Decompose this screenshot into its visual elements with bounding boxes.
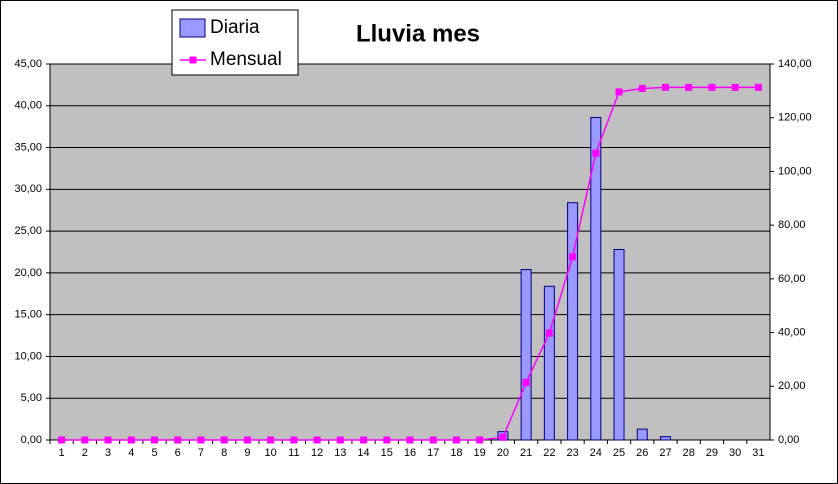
marker xyxy=(267,436,275,444)
marker xyxy=(243,436,251,444)
y2-tick-label: 60,00 xyxy=(778,273,806,285)
marker xyxy=(476,436,484,444)
marker xyxy=(452,436,460,444)
x-tick-label: 6 xyxy=(175,447,181,459)
marker xyxy=(174,436,182,444)
x-tick-label: 8 xyxy=(221,447,227,459)
x-tick-label: 22 xyxy=(543,447,555,459)
y2-tick-label: 80,00 xyxy=(778,219,806,231)
y-tick-label: 25,00 xyxy=(14,225,42,237)
x-tick-label: 11 xyxy=(288,447,299,459)
legend-swatch xyxy=(179,18,206,38)
y-tick-label: 30,00 xyxy=(14,183,42,195)
y-tick-label: 10,00 xyxy=(14,350,42,362)
x-tick-label: 14 xyxy=(357,447,369,459)
y2-tick-label: 0,00 xyxy=(778,434,799,446)
marker xyxy=(127,436,135,444)
y-tick-label: 45,00 xyxy=(14,58,42,70)
bar xyxy=(636,428,648,441)
x-tick-label: 25 xyxy=(613,447,625,459)
x-tick-label: 27 xyxy=(659,447,671,459)
marker xyxy=(336,436,344,444)
marker xyxy=(313,436,321,444)
x-tick-label: 21 xyxy=(520,447,532,459)
marker xyxy=(220,436,228,444)
y-tick-label: 20,00 xyxy=(14,267,42,279)
y-tick-label: 15,00 xyxy=(14,309,42,321)
y-tick-label: 5,00 xyxy=(21,392,42,404)
bar xyxy=(520,269,532,441)
x-tick-label: 17 xyxy=(427,447,439,459)
marker xyxy=(197,436,205,444)
marker xyxy=(522,379,530,387)
x-tick-label: 23 xyxy=(566,447,578,459)
legend-label: Diaria xyxy=(210,17,260,38)
x-tick-label: 3 xyxy=(105,447,111,459)
marker xyxy=(754,83,762,91)
bar xyxy=(590,116,602,441)
bar xyxy=(567,202,579,441)
x-tick-label: 7 xyxy=(198,447,204,459)
y-tick-label: 0,00 xyxy=(21,434,42,446)
marker xyxy=(661,83,669,91)
x-tick-label: 2 xyxy=(82,447,88,459)
marker xyxy=(429,436,437,444)
bar xyxy=(659,436,671,441)
x-tick-label: 16 xyxy=(404,447,416,459)
x-tick-label: 31 xyxy=(752,447,764,459)
x-tick-label: 24 xyxy=(590,447,602,459)
x-tick-label: 1 xyxy=(59,447,65,459)
bar xyxy=(543,285,555,441)
marker xyxy=(406,436,414,444)
marker xyxy=(290,436,298,444)
legend-marker xyxy=(189,56,197,64)
y2-tick-label: 40,00 xyxy=(778,326,806,338)
x-tick-label: 5 xyxy=(151,447,157,459)
x-tick-label: 29 xyxy=(706,447,718,459)
marker xyxy=(592,149,600,157)
marker xyxy=(708,83,716,91)
y-tick-label: 40,00 xyxy=(14,100,42,112)
chart-title: Lluvia mes xyxy=(356,20,480,47)
y2-tick-label: 140,00 xyxy=(778,58,812,70)
plot-area xyxy=(49,63,771,441)
marker xyxy=(545,329,553,337)
x-tick-label: 10 xyxy=(265,447,277,459)
x-tick-label: 18 xyxy=(450,447,462,459)
x-tick-label: 26 xyxy=(636,447,648,459)
marker xyxy=(569,253,577,261)
y-tick-label: 35,00 xyxy=(14,141,42,153)
x-tick-label: 20 xyxy=(497,447,509,459)
x-tick-label: 12 xyxy=(311,447,323,459)
y2-tick-label: 120,00 xyxy=(778,112,812,124)
marker xyxy=(615,88,623,96)
marker xyxy=(151,436,159,444)
x-tick-label: 19 xyxy=(474,447,486,459)
marker xyxy=(58,436,66,444)
x-tick-label: 15 xyxy=(381,447,393,459)
marker xyxy=(81,436,89,444)
marker xyxy=(383,436,391,444)
marker xyxy=(499,433,507,441)
marker xyxy=(638,84,646,92)
x-tick-label: 4 xyxy=(128,447,134,459)
x-tick-label: 28 xyxy=(683,447,695,459)
marker xyxy=(731,83,739,91)
marker xyxy=(104,436,112,444)
marker xyxy=(685,83,693,91)
bar xyxy=(613,248,625,441)
x-tick-label: 30 xyxy=(729,447,741,459)
x-tick-label: 13 xyxy=(334,447,346,459)
legend-label: Mensual xyxy=(210,49,282,70)
y2-tick-label: 100,00 xyxy=(778,165,812,177)
marker xyxy=(360,436,368,444)
y2-tick-label: 20,00 xyxy=(778,380,806,392)
x-tick-label: 9 xyxy=(244,447,250,459)
